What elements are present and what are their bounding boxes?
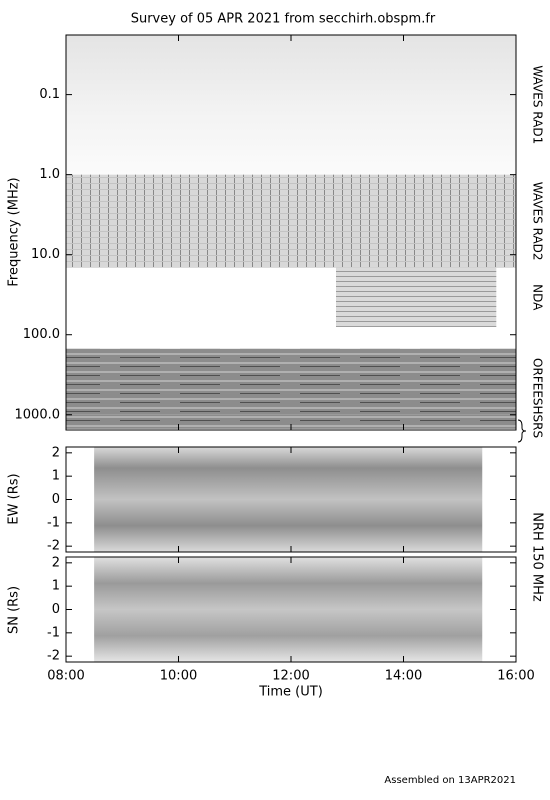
x-tick-label: 12:00 <box>272 669 309 684</box>
y-tick-label: -2 <box>47 649 60 664</box>
footer: Assembled on 13APR2021 <box>384 775 516 786</box>
y-tick-label: -1 <box>47 515 60 530</box>
y-tick-label: 0 <box>52 492 60 507</box>
x-axis-label: Time (UT) <box>258 685 323 700</box>
y-tick-label: 1000.0 <box>15 407 61 422</box>
y-tick-label: -2 <box>47 539 60 554</box>
x-tick-label: 16:00 <box>497 669 534 684</box>
hsrs-brace <box>517 419 527 443</box>
y-tick-label: 1 <box>52 579 60 594</box>
y-tick-label: 10.0 <box>31 247 60 262</box>
instrument-label: WAVES RAD2 <box>531 182 545 261</box>
instrument-label: ORFEES <box>531 358 545 405</box>
spectrogram-band <box>66 174 516 268</box>
instrument-label: NDA <box>531 284 545 311</box>
spectrogram-band <box>66 348 516 415</box>
instrument-label: WAVES RAD1 <box>531 65 545 144</box>
instrument-label: NRH 150 MHz <box>530 512 545 602</box>
instrument-label: HSRS <box>531 406 545 439</box>
y-tick-label: 1.0 <box>39 167 60 182</box>
x-tick-label: 10:00 <box>160 669 197 684</box>
y-tick-label: 2 <box>52 445 60 460</box>
x-tick-label: 14:00 <box>385 669 422 684</box>
radioheliograph-image <box>94 447 483 552</box>
chart-title: Survey of 05 APR 2021 from secchirh.obsp… <box>131 12 436 27</box>
y-axis-label: SN (Rs) <box>7 586 22 634</box>
y-tick-label: 0.1 <box>39 87 60 102</box>
y-tick-label: 2 <box>52 555 60 570</box>
spectrogram-band <box>66 35 516 175</box>
radioheliograph-image <box>94 557 483 662</box>
y-tick-label: 100.0 <box>23 327 60 342</box>
y-axis-label: Frequency (MHz) <box>7 177 22 286</box>
y-tick-label: 1 <box>52 469 60 484</box>
x-tick-label: 08:00 <box>47 669 84 684</box>
spectrogram-band <box>336 267 497 327</box>
y-axis-label: EW (Rs) <box>7 473 22 524</box>
y-tick-label: 0 <box>52 602 60 617</box>
y-tick-label: -1 <box>47 625 60 640</box>
